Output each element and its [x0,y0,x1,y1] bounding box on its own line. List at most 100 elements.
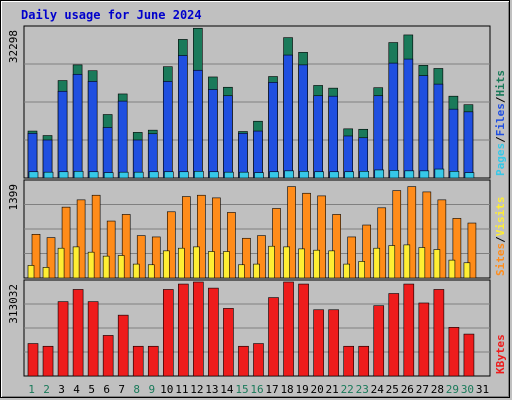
bar-sites [91,194,101,279]
bar-kbytes [208,287,219,377]
bar-pages [329,171,339,179]
x-tick-label: 30 [461,383,474,396]
bar-kbytes [27,343,39,377]
bar-kbytes [132,345,144,377]
bar-pages [209,171,219,179]
bar-pages [118,171,129,179]
bar-sites [242,237,251,279]
bar-sites [347,236,356,279]
bar-files [463,111,474,179]
bar-visits [238,264,245,279]
bar-sites [212,197,221,279]
bar-kbytes [193,281,204,377]
x-tick-label: 25 [386,383,399,396]
bar-sites [136,235,146,279]
bar-sites [362,224,372,279]
bar-sites [31,233,41,279]
bar-pages [58,171,69,179]
x-tick-label: 19 [295,383,308,396]
bar-files [283,54,293,179]
bar-visits [433,249,441,279]
bar-files [27,132,38,179]
bar-files [238,132,248,179]
x-tick-label: 4 [73,383,80,396]
bar-files [388,62,399,179]
bar-kbytes [147,345,159,377]
bar-visits [253,263,260,279]
x-tick-label: 31 [476,383,489,396]
bar-files [373,95,384,179]
bar-files [253,130,263,179]
bar-sites [302,192,311,279]
legend-entry: Sites [494,243,507,276]
bar-files [403,58,414,179]
bar-visits [418,247,426,279]
x-tick-label: 1 [28,383,35,396]
x-tick-label: 9 [148,383,155,396]
bar-pages [314,171,324,179]
bar-visits [328,250,335,279]
bar-files [208,89,218,179]
bar-kbytes [403,283,415,377]
legend-entry: / [494,236,507,243]
bar-files [147,133,158,179]
bar-sites [332,214,341,279]
x-tick-label: 8 [133,383,140,396]
bar-files [268,82,278,179]
bar-pages [269,171,279,179]
x-tick-label: 20 [311,383,324,396]
bar-kbytes [433,289,445,377]
bar-visits [27,265,35,279]
bar-pages [148,171,159,179]
x-tick-label: 28 [431,383,444,396]
bar-kbytes [373,305,385,377]
bar-pages [299,170,309,179]
bar-pages [344,171,354,179]
bar-visits [117,255,125,279]
bar-files [162,81,173,179]
legend-entry: Hits [494,70,507,97]
bar-pages [224,171,234,179]
bar-kbytes [283,281,294,377]
bar-files [298,64,308,179]
bar-sites [166,211,176,279]
x-tick-label: 17 [265,383,278,396]
bar-visits [87,251,95,279]
x-tick-label: 21 [326,383,339,396]
legend-visits-sites: Sites/Visits [494,197,507,277]
bar-kbytes [343,345,354,377]
bar-files [102,127,113,179]
bar-pages [374,169,385,179]
legend-entry: / [494,136,507,143]
bar-files [223,95,233,179]
bar-kbytes [178,283,189,377]
bar-pages [194,170,204,179]
x-tick-label: 16 [250,383,263,396]
bar-pages [449,170,460,179]
bar-files [418,75,429,179]
bar-visits [178,247,185,279]
bar-pages [239,171,249,179]
bar-files [433,83,444,179]
bar-files [328,95,338,179]
bar-visits [193,246,200,279]
bar-files [57,90,68,179]
bar-kbytes [42,345,54,377]
bar-sites [422,191,432,279]
chart-title: Daily usage for June 2024 [21,8,202,22]
bar-sites [121,214,131,279]
x-tick-label: 18 [280,383,293,396]
bar-kbytes [418,302,430,377]
x-tick-label: 15 [235,383,248,396]
bar-files [313,95,323,179]
x-tick-label: 11 [175,383,188,396]
x-tick-label: 14 [220,383,234,396]
x-tick-label: 7 [118,383,125,396]
bar-sites [197,194,206,279]
bar-visits [298,248,305,279]
bar-pages [103,172,114,179]
bar-kbytes [298,283,309,377]
bar-pages [404,170,415,179]
bar-kbytes [72,289,84,377]
bar-visits [403,244,411,279]
